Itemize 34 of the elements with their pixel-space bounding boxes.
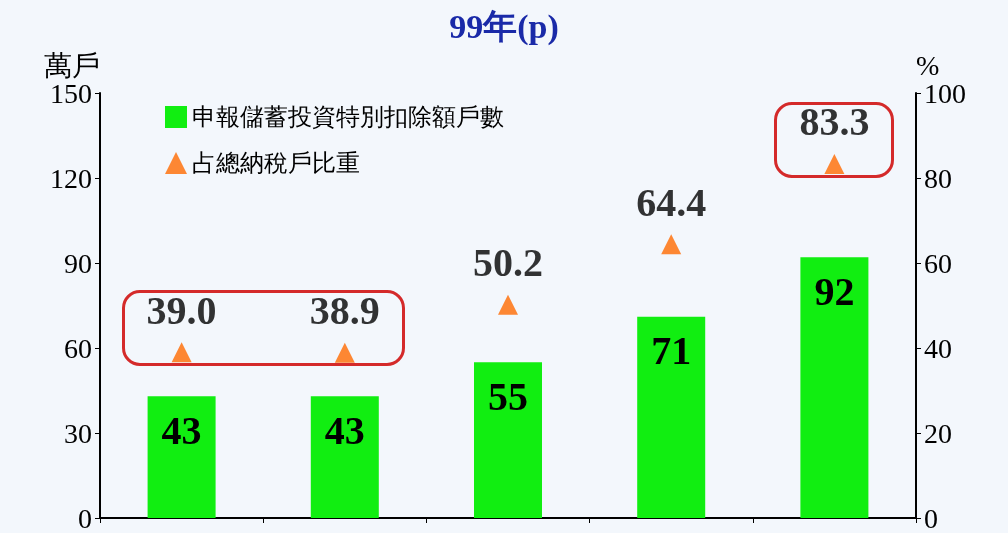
bar bbox=[800, 257, 869, 518]
point bbox=[824, 153, 845, 174]
data-label: 38.9 bbox=[309, 288, 380, 334]
y2-tick-label: 60 bbox=[924, 247, 952, 279]
data-label: 43 bbox=[324, 407, 365, 453]
y-tick-label: 60 bbox=[64, 332, 92, 364]
legend-label: 申報儲蓄投資特別扣除額戶數 bbox=[192, 103, 504, 131]
y2-tick-label: 80 bbox=[924, 162, 952, 194]
data-label: 71 bbox=[651, 328, 692, 374]
y-tick-label: 90 bbox=[64, 247, 92, 279]
point bbox=[171, 342, 192, 363]
data-label: 50.2 bbox=[473, 240, 543, 286]
y-axis-title: 萬戶 bbox=[44, 49, 100, 81]
point bbox=[661, 234, 682, 255]
y-tick-label: 0 bbox=[78, 502, 92, 533]
data-label: 43 bbox=[161, 407, 202, 453]
data-label: 92 bbox=[814, 268, 855, 314]
y-tick-label: 30 bbox=[64, 417, 92, 449]
legend-label: 占總納稅戶比重 bbox=[192, 149, 360, 177]
point bbox=[334, 342, 355, 363]
bar bbox=[474, 362, 542, 518]
data-label: 64.4 bbox=[636, 179, 707, 225]
chart-title: 99年(p) bbox=[449, 7, 559, 46]
bar bbox=[310, 396, 379, 518]
point bbox=[498, 294, 518, 315]
y2-tick-label: 20 bbox=[924, 417, 952, 449]
bar bbox=[147, 396, 216, 518]
y2-tick-label: 0 bbox=[924, 502, 938, 533]
data-label: 55 bbox=[488, 373, 528, 419]
data-label: 83.3 bbox=[799, 99, 870, 145]
bar bbox=[637, 316, 706, 518]
y2-tick-label: 40 bbox=[924, 332, 952, 364]
data-label: 39.0 bbox=[146, 287, 217, 333]
y-tick-label: 120 bbox=[50, 162, 92, 194]
